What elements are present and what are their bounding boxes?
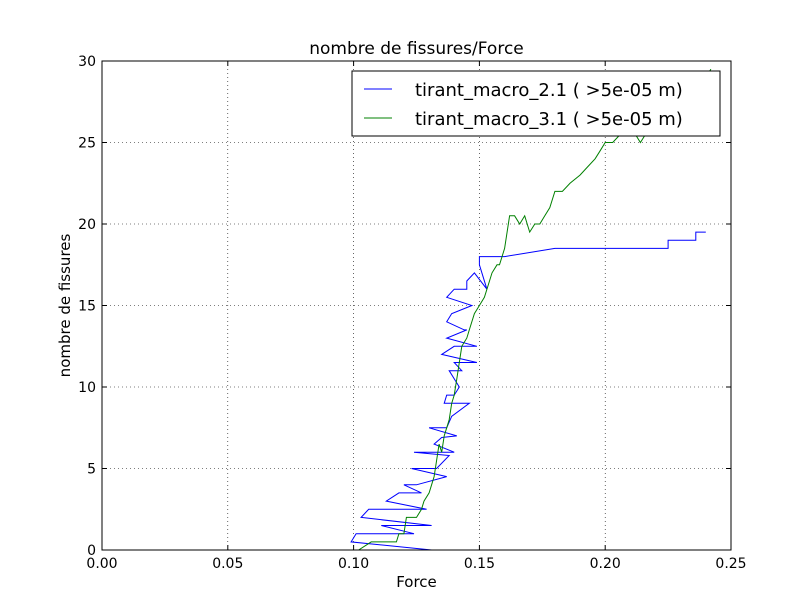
series-line-1 [350,231,706,551]
x-tick-label: 0.00 [86,556,117,572]
x-tick-label: 0.15 [464,556,495,572]
y-tick-label: 10 [78,380,96,396]
y-tick-label: 20 [78,217,96,233]
chart-title: nombre de fissures/Force [309,39,524,59]
x-tick-label: 0.25 [715,556,746,572]
y-tick-label: 15 [78,299,96,315]
y-tick-label: 0 [87,543,96,559]
x-tick-label: 0.10 [338,556,369,572]
ticks: 0.00 0.05 0.10 0.15 0.20 0.25 0 5 10 15 20 25 30 [78,54,746,572]
x-tick-label: 0.20 [590,556,621,572]
legend-label-2: tirant_macro_3.1 ( >5e-05 m) [415,109,683,130]
x-tick-label: 0.05 [212,556,243,572]
y-tick-label: 25 [78,136,96,152]
y-tick-label: 30 [78,54,96,70]
legend: tirant_macro_2.1 ( >5e-05 m) tirant_macro… [351,70,721,137]
y-tick-label: 5 [87,462,96,478]
legend-box [351,70,721,137]
x-axis-label: Force [396,573,437,591]
series-line-2 [353,68,712,551]
series-layer [350,68,712,551]
legend-label-1: tirant_macro_2.1 ( >5e-05 m) [415,80,683,101]
y-axis-label: nombre de fissures [56,234,74,378]
